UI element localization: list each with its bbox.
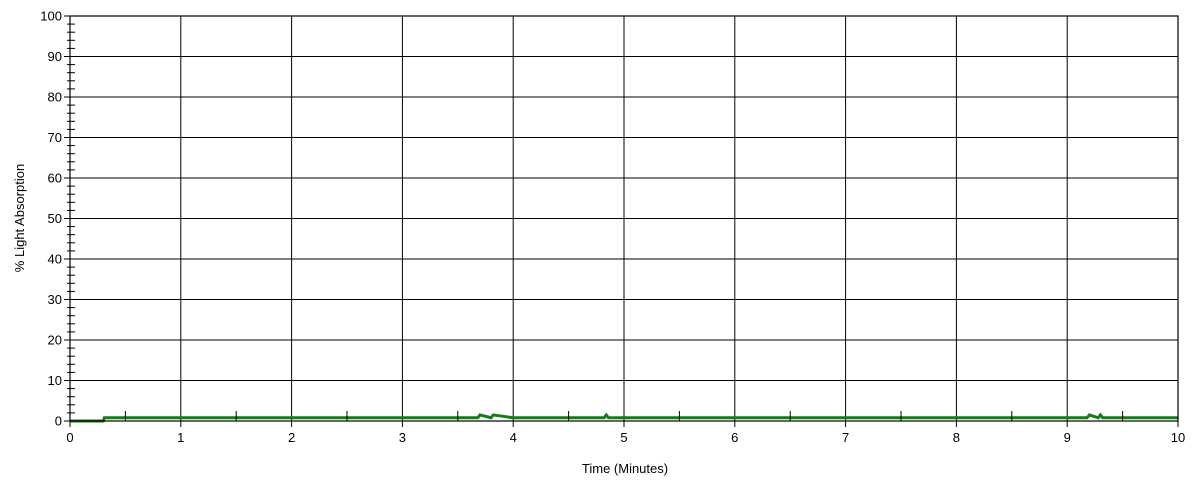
y-tick-label: 100	[40, 9, 62, 24]
x-tick-label: 3	[399, 430, 406, 445]
x-tick-label: 2	[288, 430, 295, 445]
y-tick-label: 20	[48, 333, 62, 348]
y-tick-label: 50	[48, 211, 62, 226]
y-tick-label: 10	[48, 373, 62, 388]
x-tick-label: 0	[66, 430, 73, 445]
y-axis-title: % Light Absorption	[12, 164, 27, 272]
x-tick-label: 6	[731, 430, 738, 445]
grid	[70, 16, 1178, 421]
series-line	[70, 412, 1178, 423]
x-axis-title: Time (Minutes)	[582, 461, 668, 476]
x-tick-label: 7	[842, 430, 849, 445]
x-tick-label: 5	[620, 430, 627, 445]
y-tick-label: 70	[48, 130, 62, 145]
x-tick-label: 10	[1171, 430, 1185, 445]
x-tick-label: 9	[1064, 430, 1071, 445]
x-tick-label: 8	[953, 430, 960, 445]
y-tick-label: 60	[48, 171, 62, 186]
x-tick-label: 4	[510, 430, 517, 445]
y-tick-label: 30	[48, 292, 62, 307]
x-tick-label: 1	[177, 430, 184, 445]
y-tick-label: 40	[48, 252, 62, 267]
x-axis: 0 1 2 3 4 5 6 7 8 9 10	[66, 411, 1185, 445]
y-tick-label: 80	[48, 90, 62, 105]
y-tick-label: 90	[48, 49, 62, 64]
y-tick-label: 0	[55, 414, 62, 429]
series-layer	[70, 412, 1178, 423]
y-axis: 0 10 20 30 40 50 60 70 80 90 100	[40, 9, 75, 429]
